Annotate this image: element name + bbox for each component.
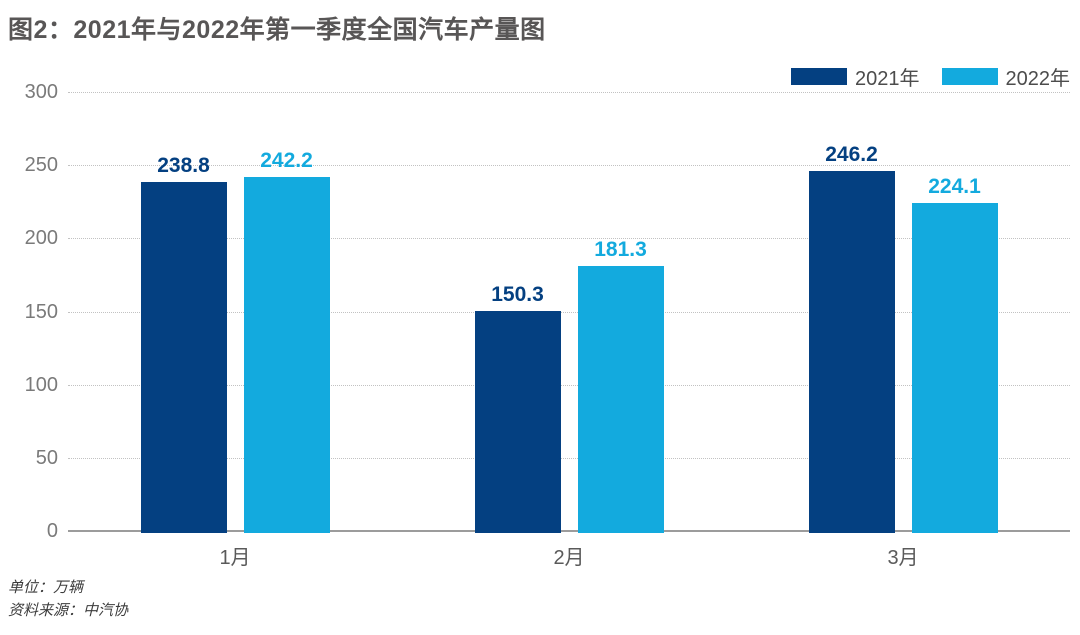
gridline-0 [68, 530, 1070, 532]
bar-2021年-3月 [808, 170, 895, 533]
bar-value-label-2021年-2月: 150.3 [491, 283, 544, 307]
x-category-label-3月: 3月 [887, 547, 919, 569]
gridline-50 [68, 457, 1070, 459]
bar-2022年-3月 [911, 203, 998, 533]
bar-value-label-2021年-1月: 238.8 [157, 153, 210, 177]
bar-value-label-2022年-1月: 242.2 [260, 148, 313, 172]
footnotes: 单位：万辆 资料来源：中汽协 [8, 576, 128, 622]
gridline-250 [68, 165, 1070, 167]
chart-title: 图2：2021年与2022年第一季度全国汽车产量图 [8, 16, 546, 44]
legend-item-2022年: 2022年 [941, 62, 1071, 91]
bar-value-label-2021年-3月: 246.2 [825, 142, 878, 166]
legend-label: 2022年 [1005, 68, 1071, 90]
source-note: 资料来源：中汽协 [8, 602, 129, 619]
gridline-200 [68, 238, 1070, 240]
y-tick-label-200: 200 [24, 227, 58, 250]
bar-2022年-2月 [577, 265, 664, 533]
bar-2021年-1月 [140, 181, 227, 533]
x-category-label-1月: 1月 [219, 547, 251, 569]
legend-swatch-icon [791, 68, 847, 85]
gridline-150 [68, 311, 1070, 313]
x-category-label-2月: 2月 [553, 547, 585, 569]
legend: 2021年 2022年 [769, 62, 1070, 91]
y-tick-label-300: 300 [24, 81, 58, 103]
y-tick-label-100: 100 [24, 373, 58, 396]
y-tick-label-250: 250 [24, 154, 58, 177]
y-tick-label-50: 50 [35, 446, 58, 469]
bar-value-label-2022年-2月: 181.3 [594, 237, 647, 261]
legend-swatch-icon [941, 68, 998, 85]
gridline-300 [68, 92, 1070, 93]
unit-note: 单位：万辆 [8, 579, 84, 596]
bar-value-label-2022年-3月: 224.1 [928, 175, 981, 199]
gridline-100 [68, 384, 1070, 386]
bar-2022年-1月 [243, 176, 330, 533]
legend-item-2021年: 2021年 [791, 62, 920, 91]
y-tick-label-0: 0 [46, 520, 58, 542]
y-tick-label-150: 150 [24, 300, 58, 323]
legend-label: 2021年 [855, 68, 920, 90]
bar-2021年-2月 [474, 311, 561, 533]
